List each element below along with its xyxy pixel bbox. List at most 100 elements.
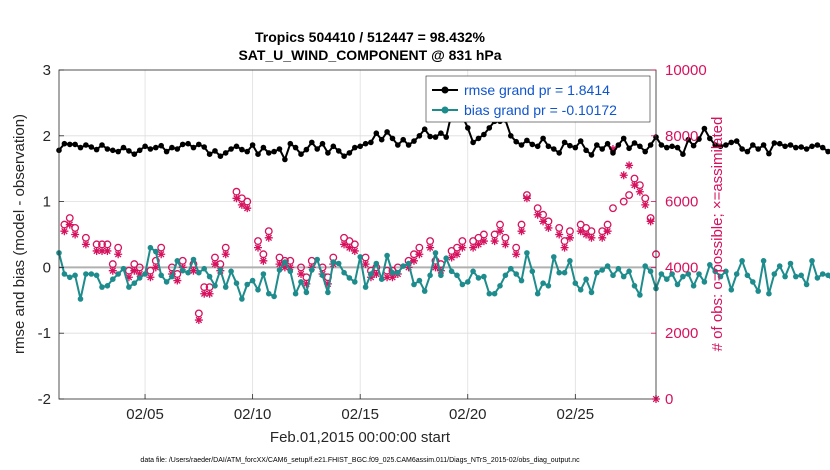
rmse-point <box>647 142 654 148</box>
rmse-point <box>77 144 84 151</box>
x-tick-label: 02/05 <box>126 406 164 423</box>
rmse-point <box>201 144 207 150</box>
obs-assimilated-marker <box>135 269 144 278</box>
bias-point <box>233 280 240 287</box>
bias-point <box>298 279 304 285</box>
rmse-point <box>411 138 417 144</box>
rmse-point <box>266 150 272 156</box>
rmse-point <box>282 156 288 163</box>
legend: rmse grand pr = 1.8414 bias grand pr = -… <box>425 75 651 123</box>
rmse-point <box>346 150 353 156</box>
obs-assimilated-marker <box>210 260 219 269</box>
rmse-point <box>475 135 482 142</box>
tick-layer: 02/05 02/10 02/15 02/20 02/25 -2 -1 0 1 2 3 0 2000 40… <box>38 62 707 423</box>
obs-assimilated-marker <box>555 230 564 239</box>
rmse-point <box>620 135 627 142</box>
obs-assimilated-marker <box>243 204 252 213</box>
bias-point <box>77 296 84 302</box>
obs-assimilated-marker <box>608 144 617 153</box>
bias-point <box>212 283 218 289</box>
rmse-point <box>427 133 433 140</box>
bias-point <box>373 260 380 267</box>
rmse-point <box>352 144 358 151</box>
bias-point <box>594 269 600 276</box>
rmse-point <box>760 142 767 148</box>
bias-point <box>551 254 557 260</box>
bias-point <box>733 271 740 277</box>
obs-possible-marker <box>625 191 634 199</box>
bias-point <box>508 265 514 272</box>
bias-point <box>626 268 632 275</box>
bias-point <box>674 281 681 288</box>
rmse-point <box>126 148 132 154</box>
rmse-point <box>260 144 267 151</box>
obs-assimilated-marker <box>189 266 198 275</box>
rmse-point <box>88 144 95 150</box>
bias-point <box>266 290 272 297</box>
bias-point <box>309 267 315 273</box>
rmse-point <box>319 140 326 147</box>
y-axis-left-label: rmse and bias (model - observation) <box>11 114 28 354</box>
obs-assimilated-marker <box>409 256 418 265</box>
bias-point <box>599 267 605 273</box>
bias-point <box>115 271 121 277</box>
bias-point <box>271 293 277 300</box>
rmse-point <box>314 146 321 152</box>
bias-point <box>411 281 417 288</box>
obs-assimilated-marker <box>81 240 90 249</box>
x-axis-label: Feb.01,2015 00:00:00 start <box>270 429 451 446</box>
rmse-point <box>93 146 100 153</box>
rmse-point <box>292 144 299 151</box>
obs-assimilated-marker <box>71 230 80 239</box>
obs-assimilated-marker <box>635 187 644 196</box>
rmse-point <box>626 145 632 152</box>
obs-assimilated-marker <box>388 273 397 282</box>
obs-assimilated-marker <box>512 250 521 259</box>
bias-point <box>814 275 821 281</box>
rmse-point <box>255 151 261 157</box>
rmse-point <box>99 142 105 148</box>
bias-point <box>249 277 256 284</box>
obs-assimilated-marker <box>426 243 435 252</box>
rmse-point <box>524 137 530 144</box>
rmse-point <box>416 133 423 139</box>
bias-point <box>755 288 761 294</box>
bias-point <box>465 279 471 285</box>
bias-point <box>561 269 568 276</box>
x-tick-label: 02/15 <box>341 406 379 423</box>
rmse-point <box>610 150 616 156</box>
obs-assimilated-marker <box>517 227 526 236</box>
rmse-point <box>298 151 304 157</box>
bias-point <box>126 284 132 290</box>
bias-point <box>276 267 283 273</box>
y-right-tick-label: 4000 <box>665 259 698 276</box>
y-left-tick-label: -2 <box>38 391 51 408</box>
chart-title: Tropics 504410 / 512447 = 98.432% <box>255 29 486 45</box>
obs-assimilated-marker <box>200 289 209 298</box>
obs-assimilated-marker <box>280 263 289 272</box>
bias-point <box>325 289 331 296</box>
rmse-point <box>540 135 546 142</box>
rmse-bias-layer <box>56 110 830 302</box>
bias-point <box>782 273 788 280</box>
obs-assimilated-marker <box>237 200 246 209</box>
rmse-point <box>744 148 751 155</box>
bias-point <box>610 272 616 279</box>
bias-point <box>330 259 337 265</box>
bias-point <box>110 276 116 283</box>
rmse-point <box>771 140 778 146</box>
rmse-point <box>615 142 622 148</box>
rmse-point <box>534 143 541 150</box>
y-right-tick-label: 6000 <box>665 194 698 211</box>
x-tick-label: 02/10 <box>234 406 272 423</box>
rmse-point <box>249 142 256 148</box>
obs-assimilated-marker <box>173 276 182 285</box>
rmse-point <box>814 142 821 148</box>
rmse-point <box>104 146 111 152</box>
bias-point <box>190 256 197 263</box>
bias-point <box>669 271 675 277</box>
rmse-point <box>680 151 686 157</box>
rmse-point <box>766 150 772 157</box>
rmse-point <box>819 144 826 151</box>
obs-assimilated-marker <box>259 256 268 265</box>
